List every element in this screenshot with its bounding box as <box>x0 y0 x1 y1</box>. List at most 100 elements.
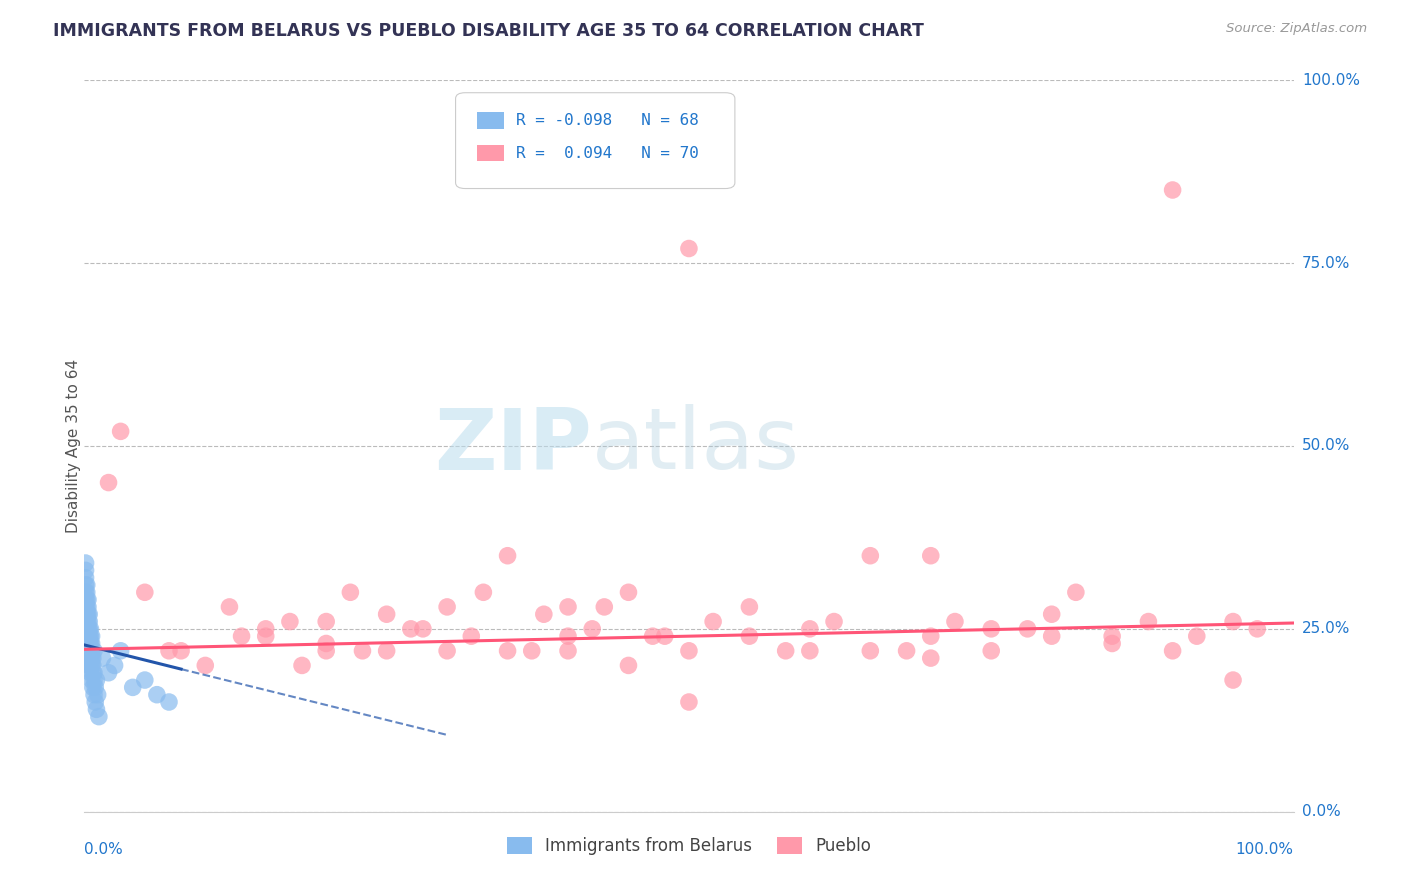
Point <box>77 636 100 650</box>
Point <box>80 658 103 673</box>
Point <box>593 599 616 614</box>
Point <box>412 622 434 636</box>
Text: 100.0%: 100.0% <box>1302 73 1360 87</box>
Point <box>76 599 98 614</box>
Point <box>79 629 101 643</box>
Text: 75.0%: 75.0% <box>1302 256 1350 270</box>
Point <box>79 665 101 680</box>
Point <box>77 644 100 658</box>
Point <box>254 629 277 643</box>
Point <box>315 636 337 650</box>
Point <box>617 585 640 599</box>
Text: 25.0%: 25.0% <box>1302 622 1350 636</box>
Point <box>77 599 100 614</box>
Point <box>896 644 918 658</box>
Text: R = -0.098   N = 68: R = -0.098 N = 68 <box>516 113 699 128</box>
Legend: Immigrants from Belarus, Pueblo: Immigrants from Belarus, Pueblo <box>501 830 877 862</box>
Point <box>146 688 169 702</box>
Point <box>77 622 100 636</box>
Point <box>134 673 156 687</box>
Point <box>84 681 107 695</box>
Point <box>170 644 193 658</box>
Point <box>76 607 98 622</box>
Point <box>557 644 579 658</box>
Point <box>75 636 97 650</box>
Point <box>80 673 103 687</box>
Point <box>77 607 100 622</box>
Point <box>97 665 120 680</box>
Point <box>84 695 107 709</box>
Point <box>79 644 101 658</box>
Point <box>82 681 104 695</box>
Text: 100.0%: 100.0% <box>1236 842 1294 857</box>
Point <box>1101 629 1123 643</box>
Point <box>436 644 458 658</box>
Point <box>76 615 98 629</box>
Point <box>79 651 101 665</box>
Point <box>617 658 640 673</box>
Point <box>83 673 105 687</box>
Point <box>352 644 374 658</box>
Point <box>823 615 845 629</box>
Point <box>1040 607 1063 622</box>
Point <box>799 622 821 636</box>
Text: 0.0%: 0.0% <box>1302 805 1340 819</box>
Point <box>496 549 519 563</box>
Text: ZIP: ZIP <box>434 404 592 488</box>
Point <box>77 615 100 629</box>
Point <box>231 629 253 643</box>
Point <box>104 658 127 673</box>
Point <box>75 578 97 592</box>
Point <box>110 425 132 439</box>
Point <box>75 592 97 607</box>
Point <box>315 615 337 629</box>
Point <box>86 702 108 716</box>
Point <box>218 599 240 614</box>
Point <box>702 615 724 629</box>
Point <box>76 585 98 599</box>
Point <box>315 644 337 658</box>
FancyBboxPatch shape <box>478 145 503 161</box>
Point <box>75 563 97 577</box>
Point <box>1040 629 1063 643</box>
Point <box>80 629 103 643</box>
Point <box>472 585 495 599</box>
Point <box>76 644 98 658</box>
Point <box>678 644 700 658</box>
Point <box>581 622 603 636</box>
Point <box>1161 644 1184 658</box>
Point <box>920 629 942 643</box>
Point <box>75 571 97 585</box>
Point <box>82 665 104 680</box>
Point <box>920 549 942 563</box>
Point <box>399 622 422 636</box>
Point <box>76 629 98 643</box>
Point <box>738 599 761 614</box>
Point <box>557 629 579 643</box>
Point <box>77 629 100 643</box>
Text: atlas: atlas <box>592 404 800 488</box>
Point <box>79 636 101 650</box>
Point <box>77 607 100 622</box>
Text: 50.0%: 50.0% <box>1302 439 1350 453</box>
Point <box>87 709 110 723</box>
Point <box>77 658 100 673</box>
Point <box>1185 629 1208 643</box>
Point <box>278 615 301 629</box>
Point <box>775 644 797 658</box>
Text: Source: ZipAtlas.com: Source: ZipAtlas.com <box>1226 22 1367 36</box>
Point <box>254 622 277 636</box>
Y-axis label: Disability Age 35 to 64: Disability Age 35 to 64 <box>66 359 80 533</box>
Point <box>157 644 180 658</box>
Point <box>110 644 132 658</box>
Point <box>859 549 882 563</box>
Point <box>83 665 105 680</box>
Point <box>1101 636 1123 650</box>
Point <box>80 651 103 665</box>
Point <box>77 651 100 665</box>
Point <box>375 644 398 658</box>
Point <box>980 644 1002 658</box>
FancyBboxPatch shape <box>478 112 503 128</box>
Point <box>460 629 482 643</box>
Point <box>76 578 98 592</box>
